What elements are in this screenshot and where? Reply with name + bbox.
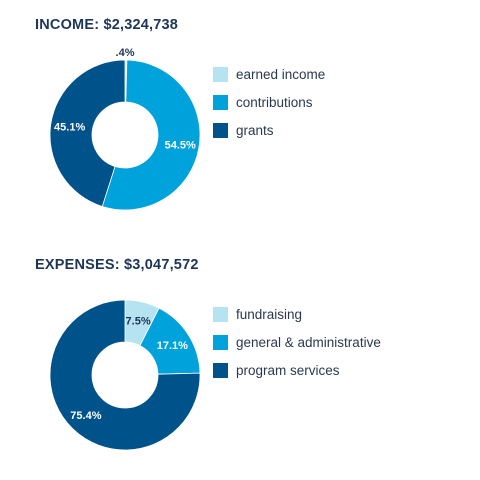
legend-swatch xyxy=(213,334,228,350)
income-chart: INCOME: $2,324,738 .4% 54.5% 45.1% earned … xyxy=(0,0,480,230)
slice-label: 45.1% xyxy=(54,121,85,133)
legend-item: grants xyxy=(213,116,325,144)
chart-legend: fundraising general & administrative pro… xyxy=(213,300,381,384)
legend-item: general & administrative xyxy=(213,328,381,356)
expenses-chart: EXPENSES: $3,047,572 7.5% 17.1% 75.4% fund… xyxy=(0,240,480,470)
slice-label: 17.1% xyxy=(157,340,188,352)
legend-label: fundraising xyxy=(236,306,303,322)
legend-item: earned income xyxy=(213,60,325,88)
legend-label: contributions xyxy=(236,94,313,110)
donut-slice xyxy=(49,59,126,207)
legend-swatch xyxy=(213,66,228,82)
legend-label: earned income xyxy=(236,66,326,82)
donut-chart: .4% 54.5% 45.1% xyxy=(49,47,201,211)
chart-legend: earned income contributions grants xyxy=(213,60,325,144)
slice-label: .4% xyxy=(116,47,135,59)
legend-swatch xyxy=(213,94,228,110)
legend-label: grants xyxy=(236,122,274,138)
donut-slice xyxy=(101,59,201,211)
chart-title: INCOME: $2,324,738 xyxy=(35,17,179,33)
chart-title: EXPENSES: $3,047,572 xyxy=(35,257,199,273)
legend-item: contributions xyxy=(213,88,325,116)
slice-label: 7.5% xyxy=(126,316,151,328)
legend-swatch xyxy=(213,362,228,378)
legend-item: fundraising xyxy=(213,300,381,328)
legend-label: program services xyxy=(236,362,340,378)
donut-chart: 7.5% 17.1% 75.4% xyxy=(49,299,201,451)
legend-label: general & administrative xyxy=(236,334,381,350)
slice-label: 54.5% xyxy=(165,139,196,151)
legend-swatch xyxy=(213,306,228,322)
slice-label: 75.4% xyxy=(70,410,101,422)
legend-swatch xyxy=(213,122,228,138)
donut-slice xyxy=(49,299,201,451)
legend-item: program services xyxy=(213,356,381,384)
